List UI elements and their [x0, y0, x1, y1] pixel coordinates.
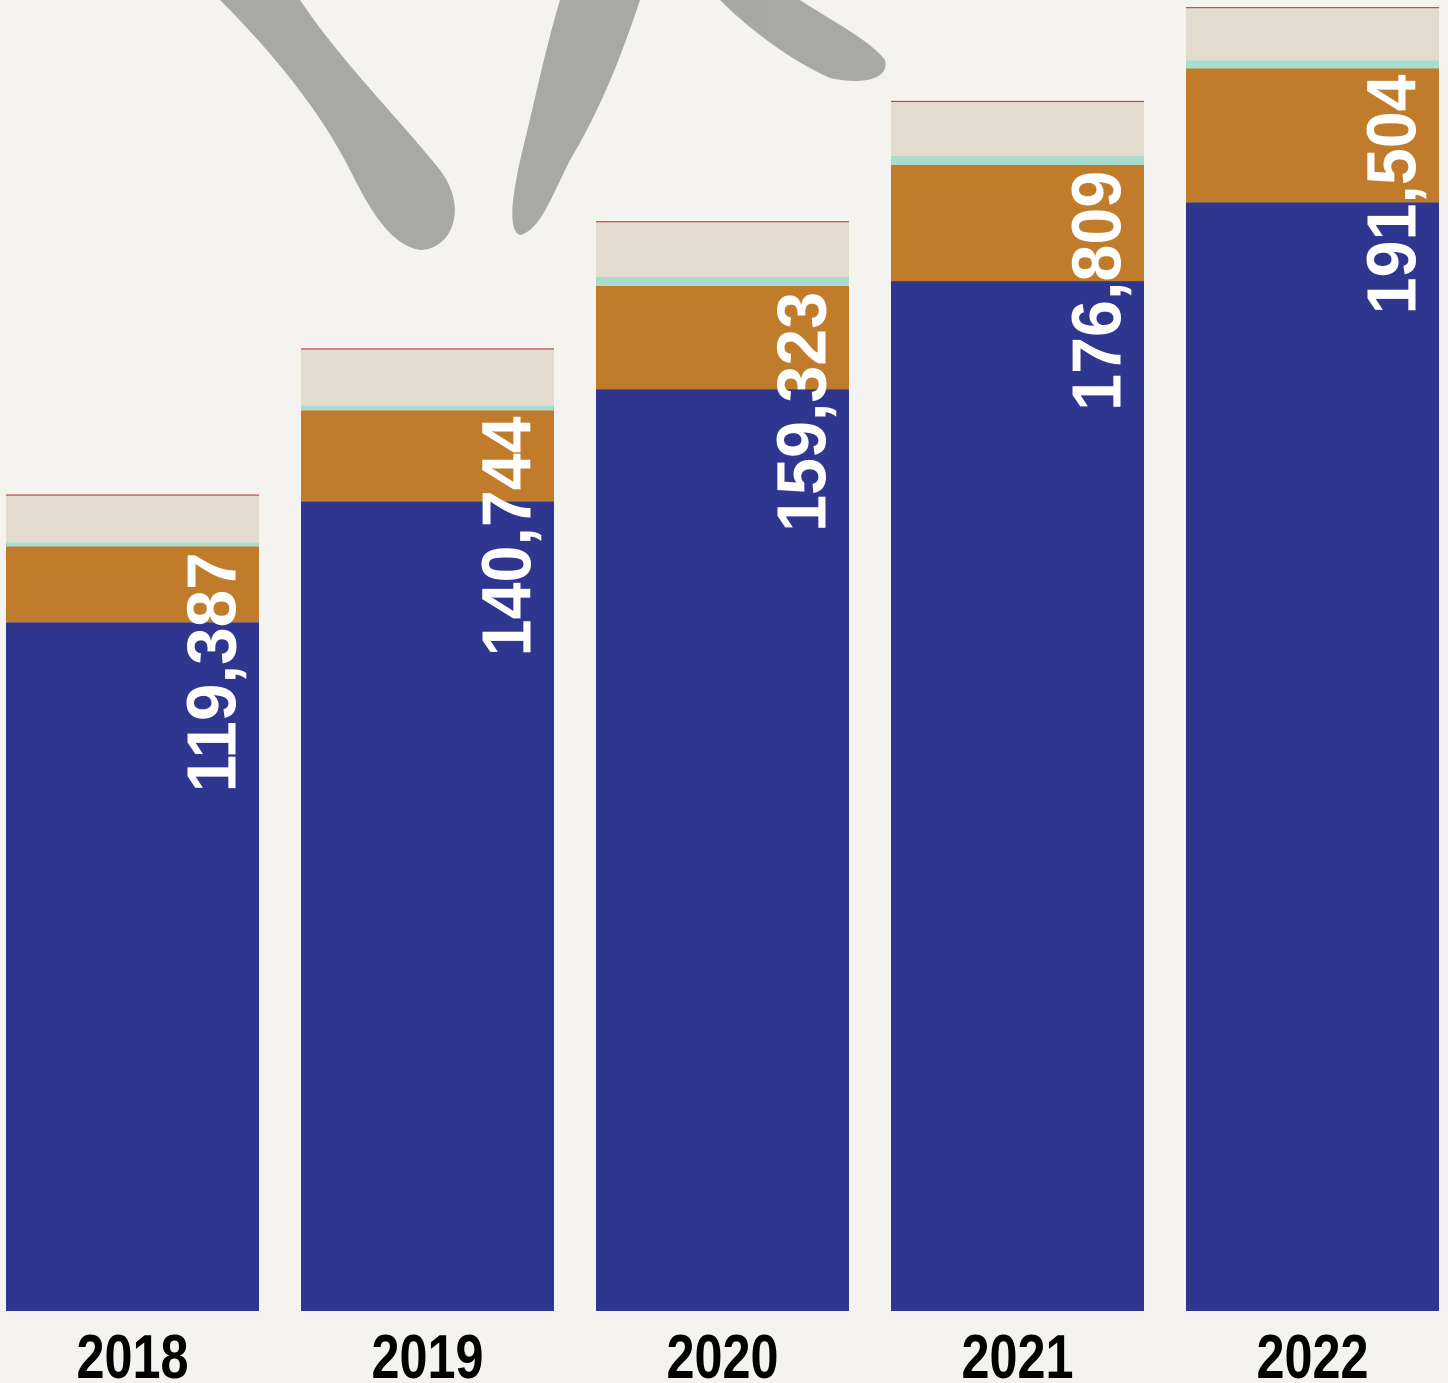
total-label: 176,809 — [1057, 171, 1135, 411]
bar-segment — [1186, 68, 1439, 203]
bar-segment — [1186, 7, 1439, 9]
x-tick-label: 2021 — [962, 1323, 1074, 1383]
total-label: 191,504 — [1352, 74, 1430, 314]
bar-segment — [891, 100, 1144, 102]
total-label: 159,323 — [762, 292, 840, 532]
x-tick-label: 2020 — [667, 1323, 779, 1383]
bar-segment — [301, 501, 554, 1312]
bar-segment — [6, 546, 259, 623]
bar-segment — [6, 622, 259, 1311]
bar-segment — [301, 405, 554, 411]
x-tick-label: 2019 — [372, 1323, 484, 1383]
bar-segment — [1186, 60, 1439, 69]
bar-segment — [891, 164, 1144, 282]
bar-segment — [891, 281, 1144, 1312]
bar-segment — [6, 495, 259, 543]
x-tick-label: 2022 — [1257, 1323, 1369, 1383]
bar-segment — [301, 349, 554, 406]
bar-segment — [596, 285, 849, 390]
x-tick-label: 2018 — [77, 1323, 189, 1383]
bar-segment — [301, 348, 554, 350]
bar-segment — [6, 494, 259, 496]
total-label: 119,387 — [172, 552, 250, 792]
bar-segment — [6, 542, 259, 547]
bar-segment — [301, 410, 554, 502]
bar-segment — [891, 155, 1144, 165]
bar-segment — [596, 276, 849, 286]
bar-segment — [596, 222, 849, 277]
bar-segment — [1186, 202, 1439, 1311]
bar-segment — [891, 101, 1144, 156]
total-label: 140,744 — [467, 416, 545, 656]
bar-segment — [596, 221, 849, 223]
hand-illustration — [220, 0, 886, 250]
bar-segment — [596, 389, 849, 1312]
bar-segment — [1186, 8, 1439, 61]
